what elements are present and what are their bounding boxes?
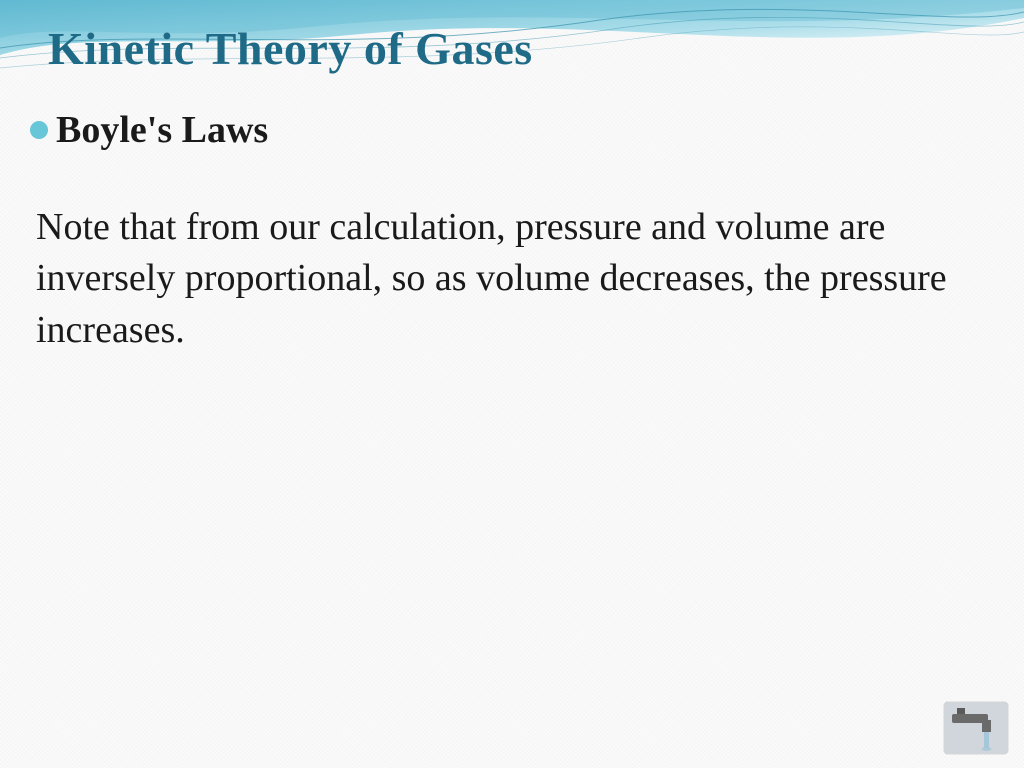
body-paragraph: Note that from our calculation, pressure… [30, 202, 984, 356]
bullet-icon [30, 121, 48, 139]
faucet-icon [942, 700, 1010, 756]
slide-title: Kinetic Theory of Gases [48, 22, 533, 75]
bullet-item: Boyle's Laws [30, 108, 984, 152]
slide-content: Boyle's Laws Note that from our calculat… [30, 108, 984, 356]
bullet-label: Boyle's Laws [56, 108, 268, 152]
